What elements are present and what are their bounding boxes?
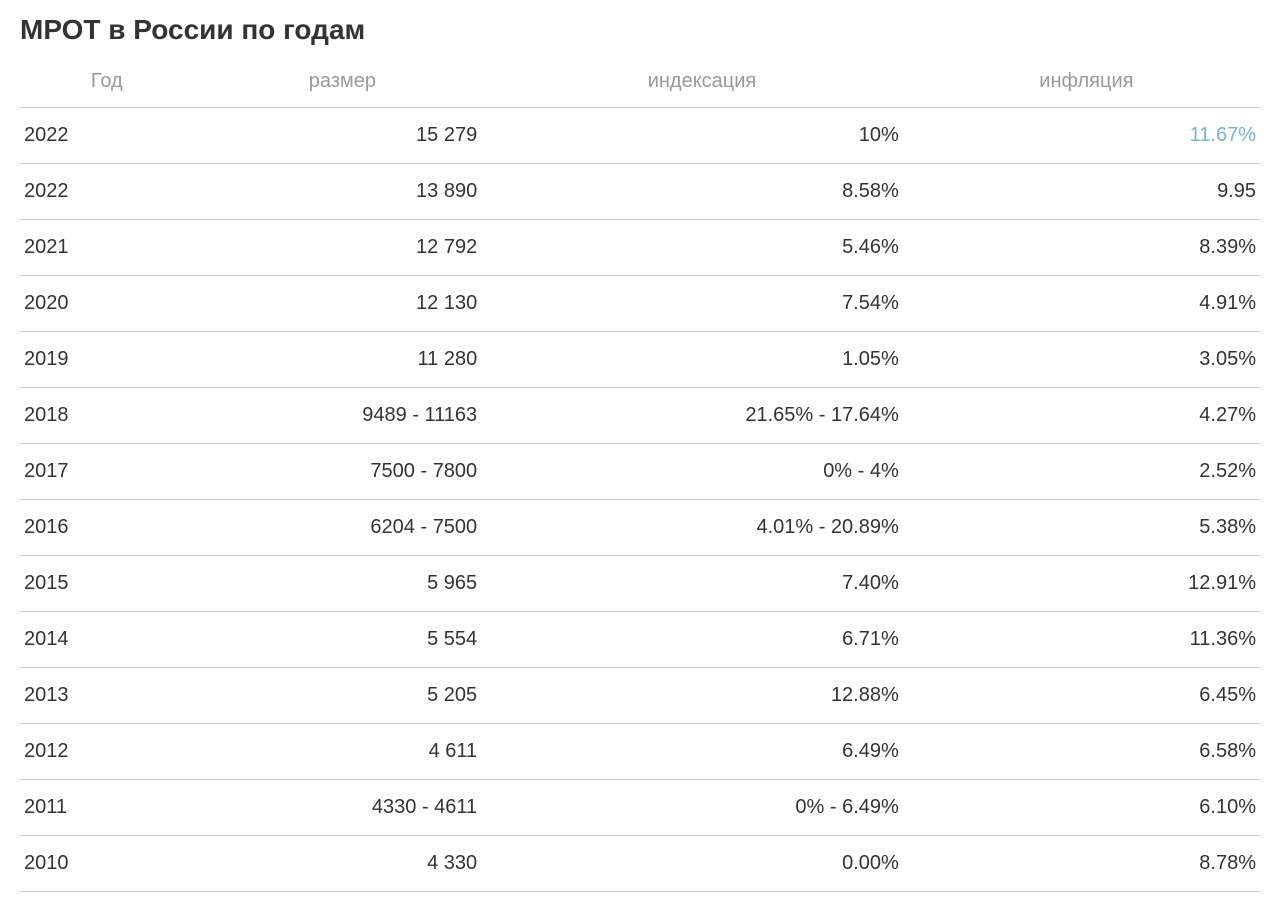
cell-year: 2017	[20, 444, 194, 500]
table-row: 20135 20512.88%6.45%	[20, 668, 1260, 724]
cell-index: 5.46%	[491, 220, 913, 276]
cell-inflation: 8.78%	[913, 836, 1260, 892]
cell-year: 2014	[20, 612, 194, 668]
cell-year: 2010	[20, 836, 194, 892]
table-row: 20177500 - 78000% - 4%2.52%	[20, 444, 1260, 500]
cell-inflation: 11.67%	[913, 108, 1260, 164]
cell-inflation: 6.45%	[913, 668, 1260, 724]
cell-size: 5 205	[194, 668, 492, 724]
cell-size: 12 130	[194, 276, 492, 332]
col-header-year: Год	[20, 58, 194, 108]
table-row: 202112 7925.46%8.39%	[20, 220, 1260, 276]
table-row: 20145 5546.71%11.36%	[20, 612, 1260, 668]
cell-size: 5 965	[194, 556, 492, 612]
cell-inflation: 9.95	[913, 164, 1260, 220]
table-row: 20114330 - 46110% - 6.49%6.10%	[20, 780, 1260, 836]
cell-index: 0% - 4%	[491, 444, 913, 500]
cell-index: 6.49%	[491, 724, 913, 780]
cell-size: 9489 - 11163	[194, 388, 492, 444]
cell-size: 5 554	[194, 612, 492, 668]
table-row: 202215 27910%11.67%	[20, 108, 1260, 164]
cell-inflation: 2.52%	[913, 444, 1260, 500]
cell-inflation: 11.36%	[913, 612, 1260, 668]
cell-year: 2011	[20, 780, 194, 836]
cell-size: 4 611	[194, 724, 492, 780]
cell-index: 10%	[491, 108, 913, 164]
cell-index: 0% - 6.49%	[491, 780, 913, 836]
page-title: МРОТ в России по годам	[20, 14, 1260, 46]
cell-size: 4 330	[194, 836, 492, 892]
cell-year: 2018	[20, 388, 194, 444]
cell-inflation: 6.10%	[913, 780, 1260, 836]
cell-index: 1.05%	[491, 332, 913, 388]
cell-inflation: 4.27%	[913, 388, 1260, 444]
cell-inflation: 8.39%	[913, 220, 1260, 276]
table-row: 202012 1307.54%4.91%	[20, 276, 1260, 332]
cell-year: 2013	[20, 668, 194, 724]
table-row: 20155 9657.40%12.91%	[20, 556, 1260, 612]
table-row: 20124 6116.49%6.58%	[20, 724, 1260, 780]
cell-size: 15 279	[194, 108, 492, 164]
table-row: 202213 8908.58%9.95	[20, 164, 1260, 220]
cell-index: 12.88%	[491, 668, 913, 724]
cell-inflation: 5.38%	[913, 500, 1260, 556]
cell-size: 11 280	[194, 332, 492, 388]
cell-year: 2012	[20, 724, 194, 780]
table-row: 201911 2801.05%3.05%	[20, 332, 1260, 388]
cell-year: 2015	[20, 556, 194, 612]
col-header-size: размер	[194, 58, 492, 108]
table-header-row: Год размер индексация инфляция	[20, 58, 1260, 108]
cell-size: 7500 - 7800	[194, 444, 492, 500]
table-row: 20104 3300.00%8.78%	[20, 836, 1260, 892]
cell-size: 13 890	[194, 164, 492, 220]
cell-year: 2022	[20, 108, 194, 164]
cell-index: 4.01% - 20.89%	[491, 500, 913, 556]
cell-inflation: 12.91%	[913, 556, 1260, 612]
cell-year: 2021	[20, 220, 194, 276]
col-header-index: индексация	[491, 58, 913, 108]
cell-inflation: 4.91%	[913, 276, 1260, 332]
cell-year: 2022	[20, 164, 194, 220]
col-header-inflation: инфляция	[913, 58, 1260, 108]
cell-year: 2016	[20, 500, 194, 556]
cell-index: 0.00%	[491, 836, 913, 892]
cell-index: 8.58%	[491, 164, 913, 220]
cell-size: 4330 - 4611	[194, 780, 492, 836]
cell-size: 12 792	[194, 220, 492, 276]
cell-index: 7.40%	[491, 556, 913, 612]
cell-year: 2020	[20, 276, 194, 332]
table-row: 20166204 - 75004.01% - 20.89%5.38%	[20, 500, 1260, 556]
cell-inflation: 6.58%	[913, 724, 1260, 780]
cell-index: 21.65% - 17.64%	[491, 388, 913, 444]
cell-size: 6204 - 7500	[194, 500, 492, 556]
cell-index: 7.54%	[491, 276, 913, 332]
mrot-table: Год размер индексация инфляция 202215 27…	[20, 58, 1260, 892]
cell-inflation: 3.05%	[913, 332, 1260, 388]
cell-index: 6.71%	[491, 612, 913, 668]
table-row: 20189489 - 1116321.65% - 17.64%4.27%	[20, 388, 1260, 444]
cell-year: 2019	[20, 332, 194, 388]
